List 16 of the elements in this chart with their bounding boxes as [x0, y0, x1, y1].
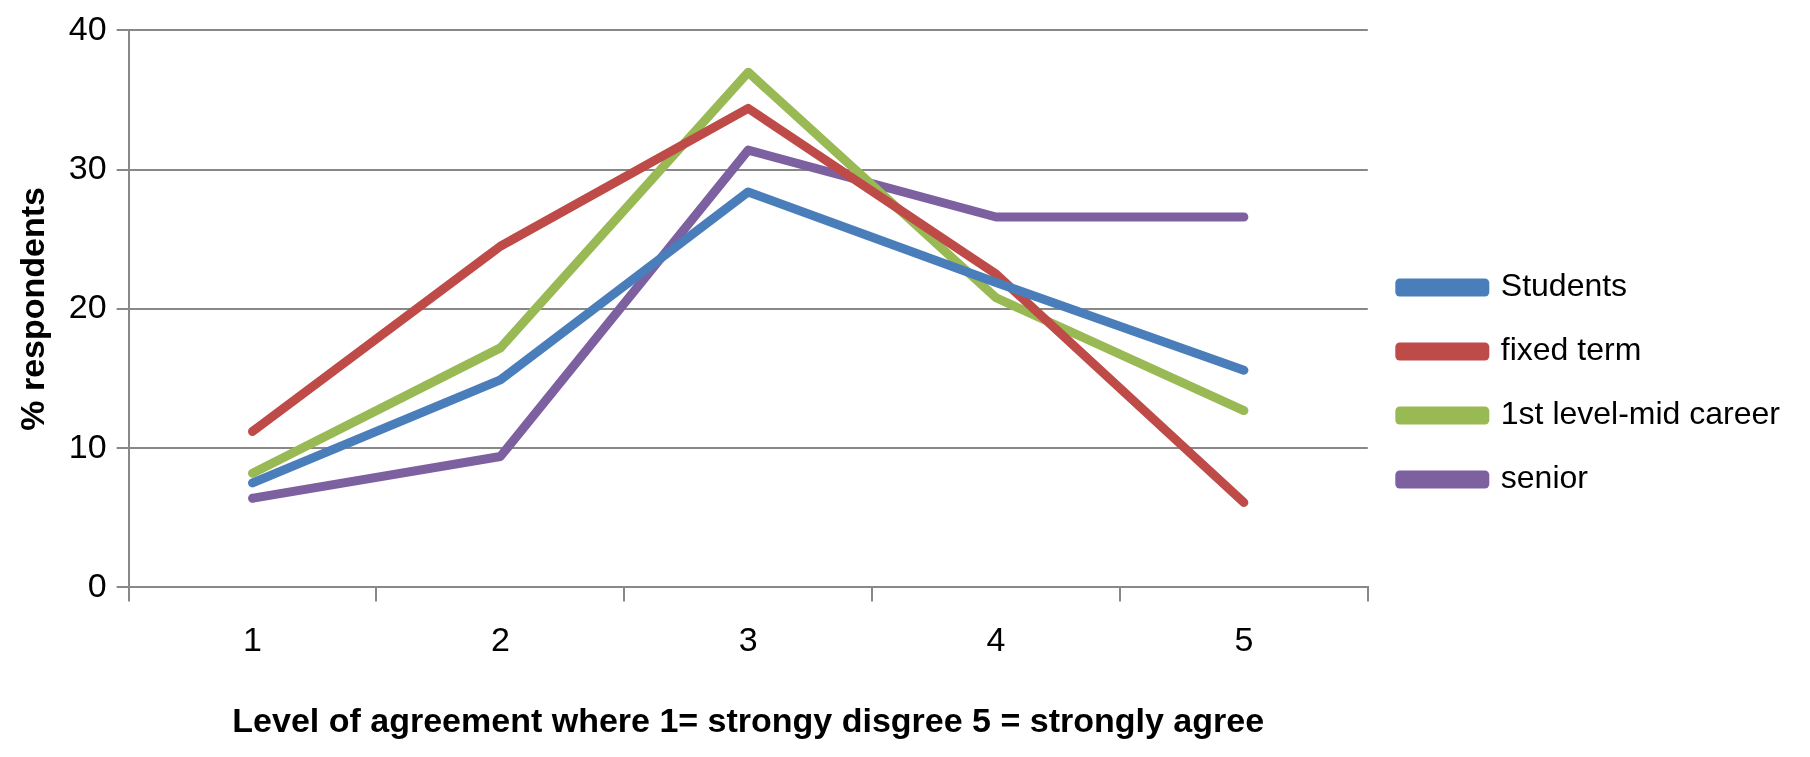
x-tick-label: 1: [243, 620, 262, 659]
legend-label: fixed term: [1500, 331, 1642, 368]
y-axis-title: % respondents: [12, 187, 51, 431]
y-tick-label: 20: [68, 287, 107, 326]
legend-label: senior: [1500, 459, 1589, 496]
x-tick-label: 4: [986, 620, 1006, 659]
y-tick-label: 10: [68, 426, 107, 465]
y-tick-label: 0: [87, 565, 107, 604]
x-tick-label: 5: [1234, 620, 1254, 659]
y-tick-label: 40: [68, 8, 107, 47]
legend-label: 1st level-mid career: [1500, 395, 1781, 432]
x-axis-title: Level of agreement where 1= strongy disgree 5 = strongly agree: [232, 700, 1265, 739]
y-tick-label: 30: [68, 148, 107, 187]
legend-label: Students: [1500, 267, 1628, 304]
x-tick-label: 2: [490, 620, 510, 659]
x-tick-label: 3: [738, 620, 758, 659]
